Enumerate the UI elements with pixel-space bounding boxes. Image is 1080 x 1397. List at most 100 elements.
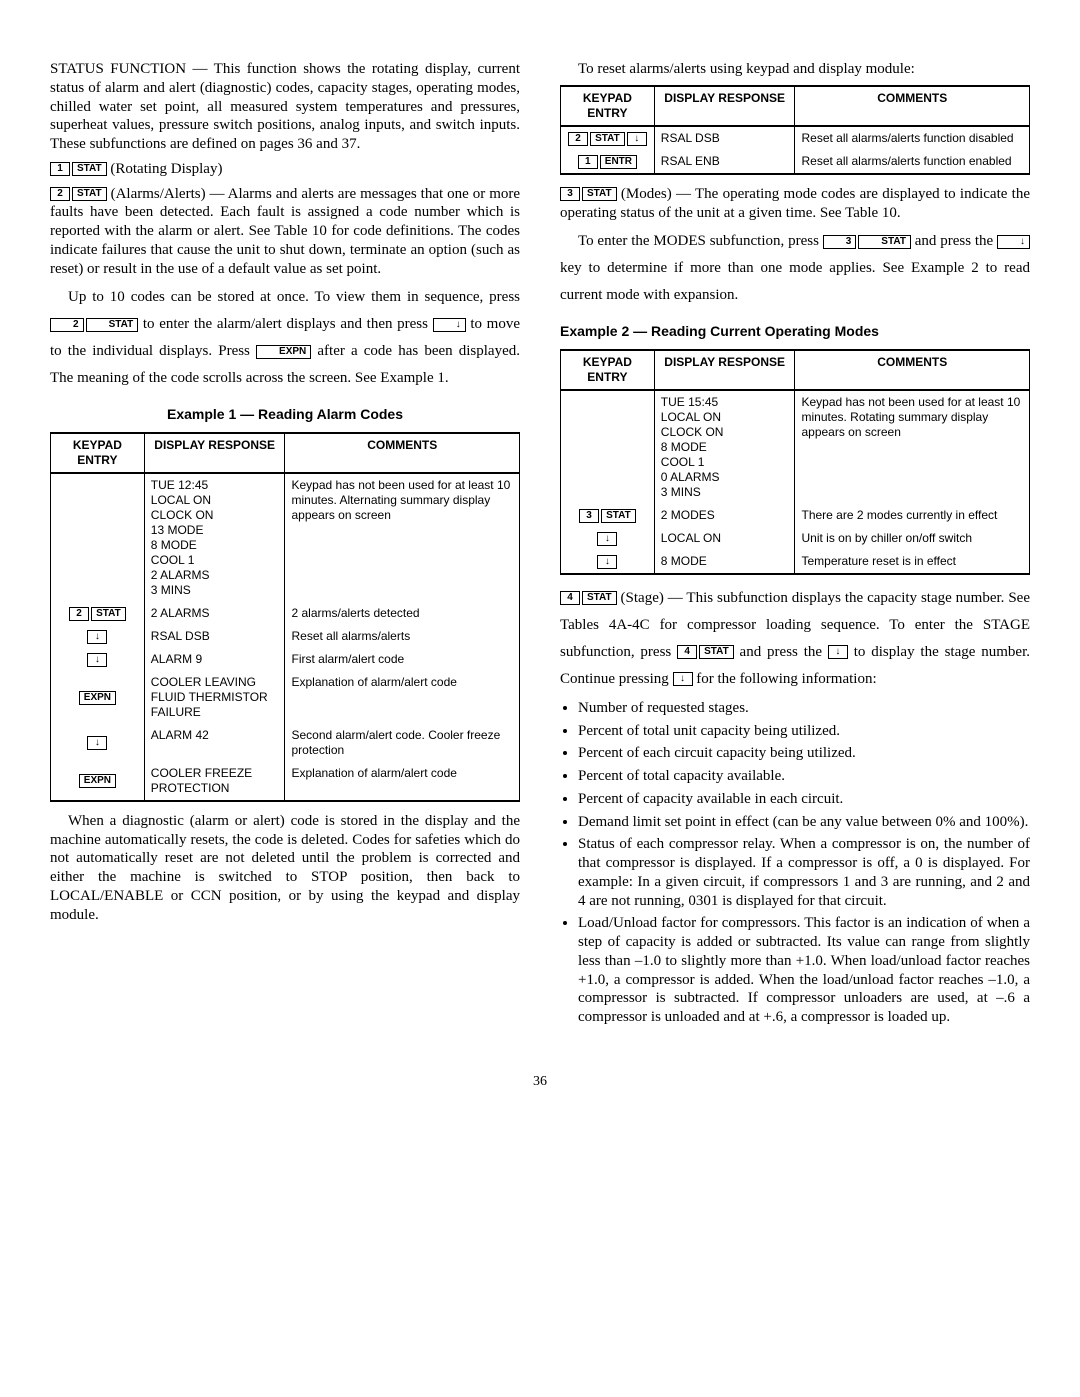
cell-comments: Keypad has not been used for at least 10… bbox=[795, 390, 1030, 504]
cell-response: 2 MODES bbox=[654, 504, 795, 527]
cell-response: RSAL DSB bbox=[654, 126, 795, 150]
key-entr: ENTR bbox=[600, 155, 637, 169]
key-stat: STAT bbox=[72, 187, 107, 201]
list-item: Number of requested stages. bbox=[578, 699, 1030, 718]
cell-response: 2 ALARMS bbox=[144, 602, 285, 625]
th-response: DISPLAY RESPONSE bbox=[144, 433, 285, 473]
key-↓: ↓ bbox=[597, 532, 617, 546]
cell-comments: Reset all alarms/alerts function disable… bbox=[795, 126, 1030, 150]
cell-response: TUE 15:45 LOCAL ON CLOCK ON 8 MODE COOL … bbox=[654, 390, 795, 504]
key-stat: STAT bbox=[699, 645, 734, 659]
list-item: Percent of capacity available in each ci… bbox=[578, 790, 1030, 809]
stage-para: 4STAT (Stage) — This subfunction display… bbox=[560, 585, 1030, 693]
table-row: TUE 15:45 LOCAL ON CLOCK ON 8 MODE COOL … bbox=[561, 390, 1030, 504]
list-item: Percent of each circuit capacity being u… bbox=[578, 744, 1030, 763]
th-keypad: KEYPAD ENTRY bbox=[561, 350, 655, 390]
key-expn: EXPN bbox=[256, 345, 311, 359]
table-row: ↓LOCAL ONUnit is on by chiller on/off sw… bbox=[561, 527, 1030, 550]
th-keypad: KEYPAD ENTRY bbox=[51, 433, 145, 473]
left-column: STATUS FUNCTION — This function shows th… bbox=[50, 60, 520, 1033]
table-row: 3STAT 2 MODESThere are 2 modes currently … bbox=[561, 504, 1030, 527]
list-item: Demand limit set point in effect (can be… bbox=[578, 813, 1030, 832]
table-row: ↓ALARM 42Second alarm/alert code. Cooler… bbox=[51, 724, 520, 762]
key-stat: STAT bbox=[858, 235, 911, 249]
cell-comments: There are 2 modes currently in effect bbox=[795, 504, 1030, 527]
cell-keypad: ↓ bbox=[561, 527, 655, 550]
cell-keypad: ↓ bbox=[51, 625, 145, 648]
cell-keypad: 2STAT↓ bbox=[561, 126, 655, 150]
key-stat: STAT bbox=[86, 318, 139, 332]
example1-table: KEYPAD ENTRY DISPLAY RESPONSE COMMENTS T… bbox=[50, 432, 520, 802]
diagnostic-para: When a diagnostic (alarm or alert) code … bbox=[50, 812, 520, 925]
cell-keypad: 1ENTR bbox=[561, 150, 655, 174]
th-comments: COMMENTS bbox=[795, 350, 1030, 390]
reset-table: KEYPAD ENTRY DISPLAY RESPONSE COMMENTS 2… bbox=[560, 85, 1030, 175]
text: key to determine if more than one mode a… bbox=[560, 260, 1030, 303]
text: (Modes) — The operating mode codes are d… bbox=[560, 186, 1030, 221]
cell-comments: Keypad has not been used for at least 10… bbox=[285, 473, 520, 602]
cell-response: RSAL ENB bbox=[654, 150, 795, 174]
table-row: ↓ALARM 9First alarm/alert code bbox=[51, 648, 520, 671]
upto10-para: Up to 10 codes can be stored at once. To… bbox=[50, 284, 520, 392]
key-4: 4 bbox=[677, 645, 697, 659]
cell-response: LOCAL ON bbox=[654, 527, 795, 550]
th-response: DISPLAY RESPONSE bbox=[654, 86, 795, 126]
th-keypad: KEYPAD ENTRY bbox=[561, 86, 655, 126]
key-stat: STAT bbox=[72, 162, 107, 176]
rotating-display-label: (Rotating Display) bbox=[110, 161, 222, 177]
cell-comments: Explanation of alarm/alert code bbox=[285, 671, 520, 724]
down-arrow-icon: ↓ bbox=[997, 235, 1030, 249]
key-↓: ↓ bbox=[87, 736, 107, 750]
example1-title: Example 1 — Reading Alarm Codes bbox=[50, 406, 520, 424]
key-↓: ↓ bbox=[87, 653, 107, 667]
text: to enter the alarm/alert displays and th… bbox=[138, 316, 432, 332]
key-2: 2 bbox=[69, 607, 89, 621]
cell-comments: Explanation of alarm/alert code bbox=[285, 762, 520, 801]
key-stat: STAT bbox=[590, 132, 625, 146]
modes-para: 3STAT (Modes) — The operating mode codes… bbox=[560, 185, 1030, 223]
cell-keypad: ↓ bbox=[51, 724, 145, 762]
key-1: 1 bbox=[578, 155, 598, 169]
stage-bullets: Number of requested stages.Percent of to… bbox=[560, 699, 1030, 1027]
key-3: 3 bbox=[560, 187, 580, 201]
text: Up to 10 codes can be stored at once. To… bbox=[68, 289, 520, 305]
key-3: 3 bbox=[823, 235, 857, 249]
key-2: 2 bbox=[50, 187, 70, 201]
rotating-display-line: 1STAT (Rotating Display) bbox=[50, 160, 520, 179]
key-expn: EXPN bbox=[79, 774, 116, 788]
cell-response: 8 MODE bbox=[654, 550, 795, 574]
cell-keypad bbox=[51, 473, 145, 602]
list-item: Load/Unload factor for compressors. This… bbox=[578, 914, 1030, 1027]
right-column: To reset alarms/alerts using keypad and … bbox=[560, 60, 1030, 1033]
table-row: 1ENTRRSAL ENBReset all alarms/alerts fun… bbox=[561, 150, 1030, 174]
key-stat: STAT bbox=[582, 187, 617, 201]
cell-keypad bbox=[561, 390, 655, 504]
text: for the following information: bbox=[693, 671, 877, 687]
table-row: TUE 12:45 LOCAL ON CLOCK ON 13 MODE 8 MO… bbox=[51, 473, 520, 602]
alarms-text: (Alarms/Alerts) — Alarms and alerts are … bbox=[50, 186, 520, 277]
cell-comments: First alarm/alert code bbox=[285, 648, 520, 671]
cell-keypad: EXPN bbox=[51, 762, 145, 801]
th-comments: COMMENTS bbox=[285, 433, 520, 473]
example2-table: KEYPAD ENTRY DISPLAY RESPONSE COMMENTS T… bbox=[560, 349, 1030, 575]
down-arrow-icon: ↓ bbox=[828, 645, 848, 659]
key-↓: ↓ bbox=[627, 132, 647, 146]
cell-keypad: EXPN bbox=[51, 671, 145, 724]
key-stat: STAT bbox=[601, 509, 636, 523]
key-↓: ↓ bbox=[87, 630, 107, 644]
modes-enter-para: To enter the MODES subfunction, press 3S… bbox=[560, 228, 1030, 309]
cell-comments: Reset all alarms/alerts function enabled bbox=[795, 150, 1030, 174]
key-3: 3 bbox=[579, 509, 599, 523]
cell-response: TUE 12:45 LOCAL ON CLOCK ON 13 MODE 8 MO… bbox=[144, 473, 285, 602]
th-comments: COMMENTS bbox=[795, 86, 1030, 126]
table-row: EXPNCOOLER LEAVING FLUID THERMISTOR FAIL… bbox=[51, 671, 520, 724]
key-stat: STAT bbox=[582, 591, 617, 605]
table-row: 2STAT2 ALARMS2 alarms/alerts detected bbox=[51, 602, 520, 625]
key-stat: STAT bbox=[91, 607, 126, 621]
cell-comments: Reset all alarms/alerts bbox=[285, 625, 520, 648]
cell-comments: Temperature reset is in effect bbox=[795, 550, 1030, 574]
down-arrow-icon: ↓ bbox=[433, 318, 466, 332]
reset-intro: To reset alarms/alerts using keypad and … bbox=[560, 60, 1030, 79]
cell-keypad: ↓ bbox=[561, 550, 655, 574]
table-row: ↓RSAL DSBReset all alarms/alerts bbox=[51, 625, 520, 648]
